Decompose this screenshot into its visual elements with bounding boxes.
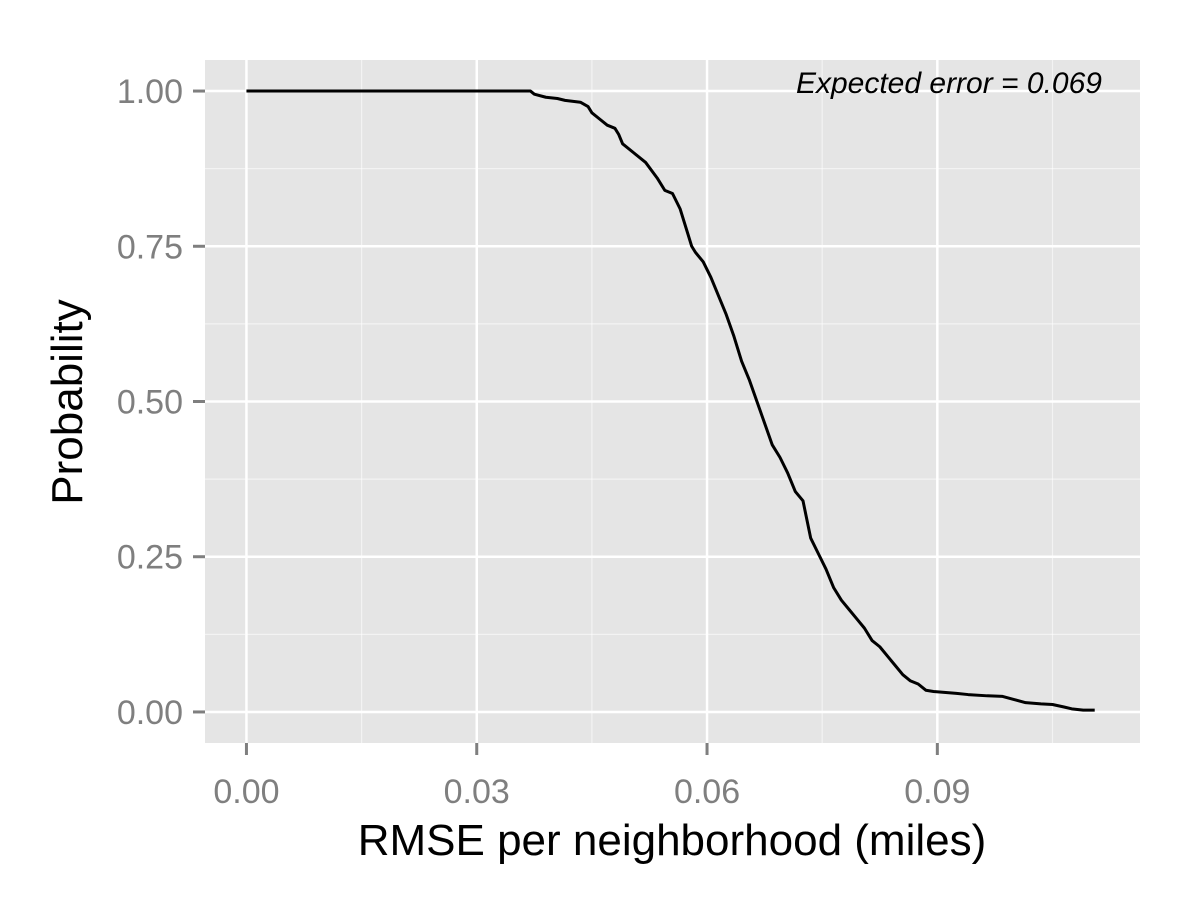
x-tick-label: 0.06 xyxy=(674,773,740,811)
x-tick-label: 0.03 xyxy=(444,773,510,811)
y-tick-label: 0.25 xyxy=(117,539,183,577)
major-grid xyxy=(205,60,1140,743)
x-tick-label: 0.00 xyxy=(213,773,279,811)
x-tick-label: 0.09 xyxy=(904,773,970,811)
y-tick-label: 1.00 xyxy=(117,73,183,111)
expected-error-annotation: Expected error = 0.069 xyxy=(796,67,1102,100)
x-axis: 0.00 0.03 0.06 0.09 xyxy=(213,743,970,811)
y-axis: 0.00 0.25 0.50 0.75 1.00 xyxy=(117,73,205,732)
y-axis-title: Probability xyxy=(43,299,92,504)
y-tick-label: 0.50 xyxy=(117,384,183,422)
series-line xyxy=(246,89,1095,712)
x-axis-title: RMSE per neighborhood (miles) xyxy=(358,816,987,865)
y-tick-label: 0.00 xyxy=(117,694,183,732)
y-tick-label: 0.75 xyxy=(117,228,183,266)
